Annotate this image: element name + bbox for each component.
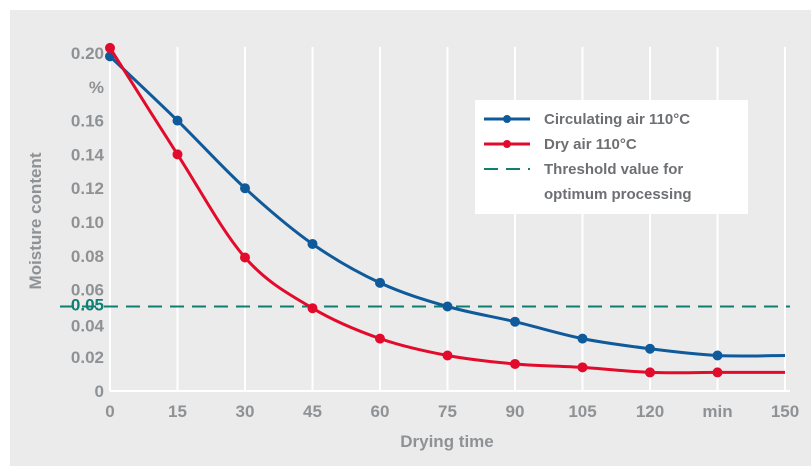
x-tick-label: 45 [303, 402, 322, 421]
y-axis-title: Moisture content [26, 152, 45, 289]
x-tick-label: 90 [506, 402, 525, 421]
y-tick-label: % [89, 78, 104, 97]
y-tick-label: 0.08 [71, 247, 104, 266]
x-tick-label: 0 [105, 402, 114, 421]
data-point-circulating-air [442, 301, 453, 312]
x-tick-label: 15 [168, 402, 187, 421]
data-point-dry-air [712, 367, 723, 378]
series-layer [105, 42, 786, 378]
tick-labels: 0 15 30 45 60 75 90 105 120 min 15000.020.040.050.… [71, 44, 799, 421]
y-tick-label: 0.14 [71, 145, 105, 164]
data-point-circulating-air [577, 333, 588, 344]
data-point-dry-air [645, 367, 655, 378]
data-point-circulating-air [375, 277, 385, 288]
y-tick-label: 0.02 [71, 348, 104, 367]
data-point-dry-air [375, 333, 385, 344]
y-tick-label: 0 [95, 382, 104, 401]
data-point-circulating-air [172, 115, 183, 126]
x-tick-label: 75 [438, 402, 457, 421]
data-point-dry-air [307, 303, 318, 314]
data-point-circulating-air [307, 238, 318, 249]
data-point-dry-air [172, 149, 183, 160]
legend-label-threshold-line1: Threshold value for [544, 161, 683, 178]
data-point-dry-air [105, 42, 115, 53]
data-point-dry-air [577, 362, 588, 373]
y-tick-label-threshold: 0.05 [71, 296, 104, 315]
y-tick-label: 0.06 [71, 281, 104, 300]
legend-label-threshold-line2: optimum processing [544, 186, 692, 203]
x-tick-label: min [702, 402, 732, 421]
legend-marker-circulating [503, 115, 511, 123]
y-tick-label: 0.20 [71, 44, 104, 63]
y-tick-label: 0.16 [71, 112, 104, 131]
y-tick-label: 0.04 [71, 316, 105, 335]
data-point-circulating-air [645, 343, 655, 354]
legend: Circulating air 110°C Dry air 110°C Thre… [475, 100, 748, 214]
data-point-dry-air [240, 252, 250, 263]
x-tick-label: 105 [568, 402, 596, 421]
series-line-dry-air [108, 47, 786, 375]
x-tick-label: 60 [371, 402, 390, 421]
data-point-circulating-air [712, 350, 723, 361]
legend-label-dry: Dry air 110°C [544, 136, 637, 153]
x-axis-title: Drying time [400, 432, 494, 451]
legend-marker-dry [503, 140, 511, 148]
legend-label-circulating: Circulating air 110°C [544, 111, 690, 128]
x-tick-label: 120 [636, 402, 664, 421]
data-point-circulating-air [240, 183, 250, 194]
x-tick-label: 30 [236, 402, 255, 421]
data-point-dry-air [442, 350, 453, 361]
data-point-circulating-air [510, 316, 520, 327]
x-tick-label: 150 [771, 402, 799, 421]
grid-lines [109, 47, 790, 392]
y-tick-label: 0.12 [71, 179, 104, 198]
y-tick-label: 0.10 [71, 213, 104, 232]
data-point-dry-air [510, 358, 520, 369]
